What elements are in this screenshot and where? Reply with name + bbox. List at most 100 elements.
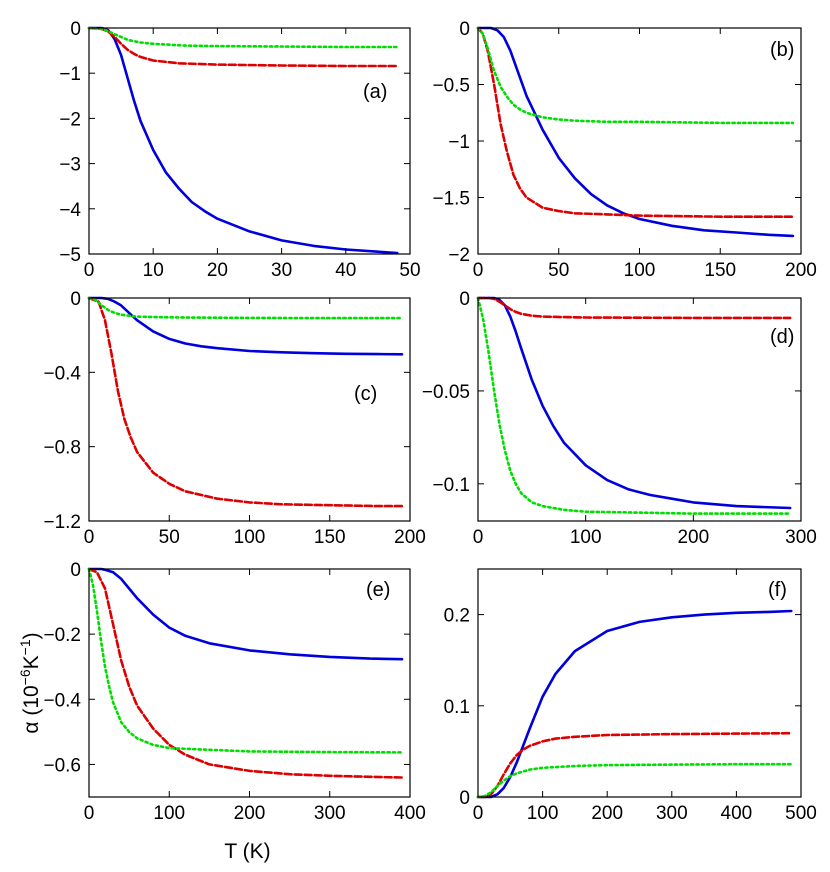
y-tick-label: −1.5	[432, 189, 470, 210]
x-tick-label: 500	[785, 803, 817, 824]
x-tick-label: 200	[234, 803, 266, 824]
x-tick-label: 50	[159, 527, 180, 548]
x-tick-label: 400	[394, 803, 426, 824]
panel-e: 0 100 200 300 400 0 −0.2 −0.4 −0.6 (e) T (K) α (10−…	[17, 560, 426, 863]
y-tick-label: −0.5	[432, 76, 470, 97]
series-line-d-2	[476, 296, 792, 320]
x-tick-label: 400	[721, 803, 753, 824]
x-tick-label: 50	[548, 260, 569, 281]
series-line-d-1	[476, 296, 792, 510]
y-tick-label: −0.2	[43, 625, 81, 646]
x-tick-label: 0	[84, 527, 95, 548]
x-tick-label: 200	[394, 527, 426, 548]
y-tick-label: 0	[459, 788, 470, 809]
plot-frame-e	[88, 568, 411, 798]
x-axis-b: 0 50 100 150 200	[473, 28, 817, 281]
x-axis-f: 0 100 200 300 400 500	[473, 569, 817, 824]
series-line-e-1	[87, 567, 404, 661]
x-tick-label: 300	[314, 803, 346, 824]
y-tick-label: −0.1	[432, 475, 470, 496]
panel-label-b: (b)	[770, 39, 794, 61]
y-tick-label: −1	[59, 64, 81, 85]
y-tick-label: −1.2	[43, 512, 81, 533]
x-tick-label: 40	[335, 260, 356, 281]
x-axis-d: 0 100 200 300	[473, 298, 817, 548]
panel-label-f: (f)	[768, 579, 787, 601]
y-tick-label: −2	[59, 109, 81, 130]
series-group-e	[87, 567, 404, 779]
x-tick-label: 0	[473, 803, 484, 824]
x-tick-label: 0	[473, 260, 484, 281]
x-axis-e: 0 100 200 300 400	[84, 569, 426, 824]
panel-label-c: (c)	[354, 383, 377, 405]
series-group-a	[87, 26, 399, 255]
series-line-b-3	[476, 26, 795, 125]
y-axis-b: 0 −0.5 −1 −1.5 −2	[432, 19, 801, 266]
y-tick-label: −0.05	[422, 382, 470, 403]
y-tick-label: 0.1	[444, 697, 470, 718]
series-group-f	[476, 609, 793, 799]
x-tick-label: 150	[314, 527, 346, 548]
series-line-f-2	[476, 731, 793, 799]
y-tick-label: 0	[70, 289, 81, 310]
y-tick-label: −5	[59, 245, 81, 266]
x-tick-label: 200	[785, 260, 817, 281]
panel-c: 0 50 100 150 200 0 −0.4 −0.8 −1.2 (c)	[43, 289, 425, 548]
plot-frame-c	[88, 297, 411, 522]
x-tick-label: 50	[399, 260, 420, 281]
x-tick-label: 100	[624, 260, 656, 281]
y-tick-label: 0	[70, 19, 81, 40]
y-tick-label: −4	[59, 200, 81, 221]
y-tick-label: −2	[448, 245, 470, 266]
series-line-f-1	[476, 609, 793, 799]
x-axis-label: T (K)	[224, 840, 270, 863]
y-tick-label: −0.4	[43, 690, 81, 711]
series-line-d-3	[476, 296, 792, 515]
x-tick-label: 100	[527, 803, 559, 824]
y-tick-label: −1	[448, 132, 470, 153]
y-tick-label: −0.8	[43, 438, 81, 459]
x-tick-label: 0	[473, 527, 484, 548]
series-group-d	[476, 296, 792, 515]
series-line-c-1	[87, 296, 404, 356]
x-tick-label: 0	[84, 803, 95, 824]
y-tick-label: 0	[459, 19, 470, 40]
plot-frame-d	[477, 297, 802, 522]
panel-label-e: (e)	[366, 579, 390, 601]
series-line-c-3	[87, 296, 404, 320]
y-axis-f: 0 0.1 0.2	[444, 606, 801, 809]
x-tick-label: 10	[143, 260, 164, 281]
x-tick-label: 100	[570, 527, 602, 548]
series-line-a-3	[87, 26, 399, 49]
y-axis-d: 0 −0.05 −0.1	[422, 289, 801, 496]
series-group-c	[87, 296, 404, 508]
y-axis-c: 0 −0.4 −0.8 −1.2	[43, 289, 410, 533]
x-tick-label: 100	[234, 527, 266, 548]
series-group-b	[476, 26, 795, 238]
panels-group: 0 10 20 30 40 500−1−2−3−4−5(a)0 50 100 150 2000−0…	[17, 19, 817, 863]
panel-a: 0 10 20 30 40 50 0 −1 −2 −3 −4 −5 (a)	[59, 19, 420, 281]
series-line-b-1	[476, 26, 795, 238]
y-tick-label: −0.6	[43, 755, 81, 776]
panel-label-a: (a)	[363, 81, 387, 103]
series-line-f-3	[476, 762, 793, 799]
series-line-b-2	[476, 26, 795, 218]
y-tick-label: 0	[70, 560, 81, 581]
series-line-e-3	[87, 567, 404, 754]
x-tick-label: 200	[677, 527, 709, 548]
y-tick-label: 0.2	[444, 606, 470, 627]
y-tick-label: 0	[459, 289, 470, 310]
x-axis-a: 0 10 20 30 40 50	[84, 28, 421, 281]
x-tick-label: 150	[704, 260, 736, 281]
panel-f: 0 100 200 300 400 500 0 0.1 0.2 (f)	[444, 568, 817, 824]
x-tick-label: 300	[656, 803, 688, 824]
y-tick-label: −3	[59, 155, 81, 176]
y-tick-label: −0.4	[43, 363, 81, 384]
x-tick-label: 100	[153, 803, 185, 824]
panel-b: 0 50 100 150 200 0 −0.5 −1 −1.5 −2 (b)	[432, 19, 816, 281]
y-axis-a: 0 −1 −2 −3 −4 −5	[59, 19, 410, 266]
x-tick-label: 200	[591, 803, 623, 824]
x-tick-label: 30	[271, 260, 292, 281]
series-line-a-1	[87, 26, 399, 255]
